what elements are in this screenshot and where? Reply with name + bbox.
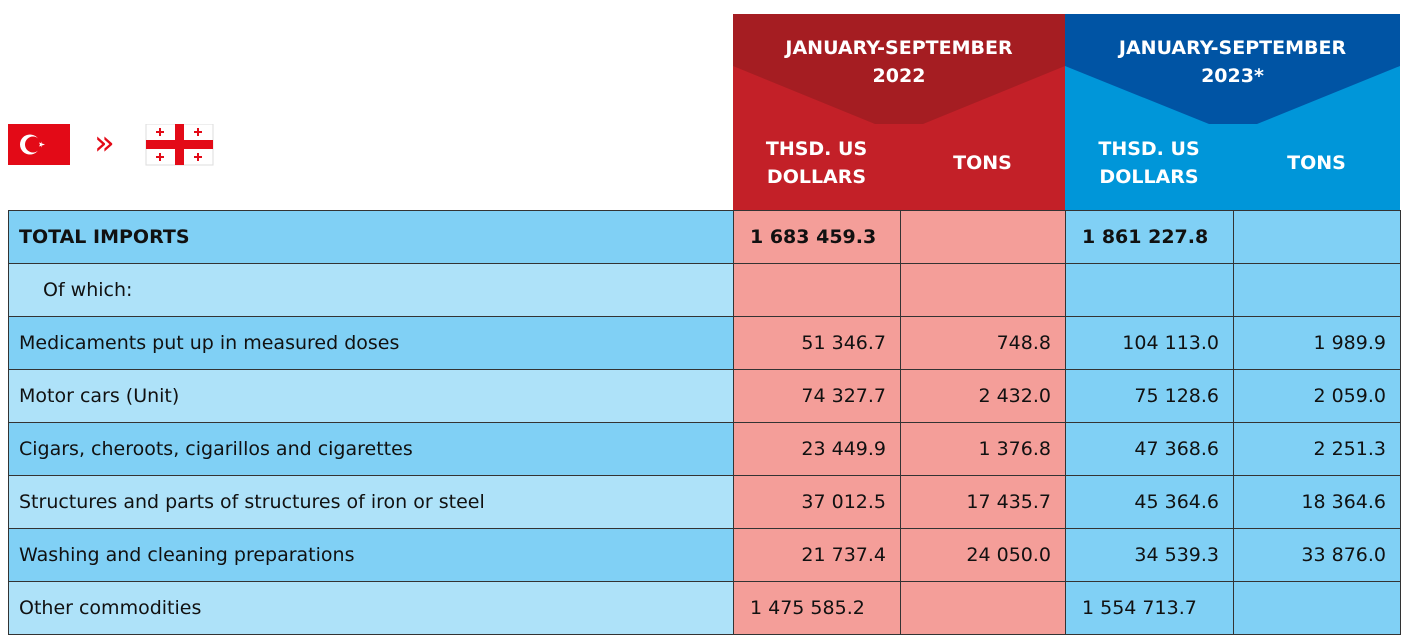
value-cell: 37 012.5 <box>733 475 901 529</box>
value-cell: 21 737.4 <box>733 528 901 582</box>
value-cell: 2 432.0 <box>900 369 1066 423</box>
column-header: TONS <box>1287 152 1346 175</box>
column-header: TONS <box>953 152 1012 175</box>
flags: » <box>8 124 214 166</box>
row-label: Washing and cleaning preparations <box>8 528 734 582</box>
value-cell <box>1233 263 1401 317</box>
value-cell: 34 539.3 <box>1065 528 1234 582</box>
value-cell: 748.8 <box>900 316 1066 370</box>
column-header: THSD. US DOLLARS <box>765 138 868 188</box>
value-cell: 1 861 227.8 <box>1065 210 1234 264</box>
svg-text:»: » <box>94 124 115 163</box>
value-cell: 47 368.6 <box>1065 422 1234 476</box>
row-label: TOTAL IMPORTS <box>8 210 734 264</box>
value-cell: 74 327.7 <box>733 369 901 423</box>
value-cell: 23 449.9 <box>733 422 901 476</box>
value-cell: 24 050.0 <box>900 528 1066 582</box>
row-label: Other commodities <box>8 581 734 635</box>
value-cell: 104 113.0 <box>1065 316 1234 370</box>
value-cell: 51 346.7 <box>733 316 901 370</box>
value-cell: 18 364.6 <box>1233 475 1401 529</box>
period-title: JANUARY-SEPTEMBER 2022 <box>785 37 1013 87</box>
row-label: Motor cars (Unit) <box>8 369 734 423</box>
value-cell: 45 364.6 <box>1065 475 1234 529</box>
value-cell: 1 989.9 <box>1233 316 1401 370</box>
value-cell: 1 683 459.3 <box>733 210 901 264</box>
value-cell: 1 475 585.2 <box>733 581 901 635</box>
row-label: Of which: <box>8 263 734 317</box>
row-label: Structures and parts of structures of ir… <box>8 475 734 529</box>
value-cell <box>1065 263 1234 317</box>
period-title: JANUARY-SEPTEMBER 2023* <box>1118 37 1347 87</box>
value-cell <box>900 263 1066 317</box>
value-cell <box>1233 210 1401 264</box>
value-cell: 75 128.6 <box>1065 369 1234 423</box>
value-cell <box>900 210 1066 264</box>
value-cell <box>733 263 901 317</box>
value-cell: 17 435.7 <box>900 475 1066 529</box>
row-label: Cigars, cheroots, cigarillos and cigaret… <box>8 422 734 476</box>
value-cell: 2 059.0 <box>1233 369 1401 423</box>
column-header: THSD. US DOLLARS <box>1098 138 1200 188</box>
header-bg <box>733 14 1400 210</box>
value-cell <box>1233 581 1401 635</box>
row-label: Medicaments put up in measured doses <box>8 316 734 370</box>
value-cell: 1 554 713.7 <box>1065 581 1234 635</box>
value-cell: 1 376.8 <box>900 422 1066 476</box>
value-cell <box>900 581 1066 635</box>
value-cell: 33 876.0 <box>1233 528 1401 582</box>
value-cell: 2 251.3 <box>1233 422 1401 476</box>
